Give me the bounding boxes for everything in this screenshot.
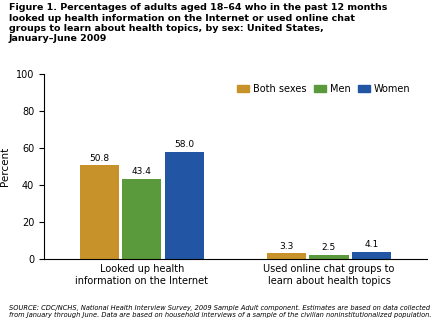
Text: 58.0: 58.0 [174, 140, 194, 149]
Bar [80, 165, 119, 259]
Bar [165, 152, 204, 259]
Text: 4.1: 4.1 [364, 240, 379, 249]
Bar [122, 179, 161, 259]
Legend: Both sexes, Men, Women: Both sexes, Men, Women [233, 80, 414, 98]
Bar [309, 255, 348, 259]
Bar [352, 252, 391, 259]
Text: 50.8: 50.8 [89, 154, 110, 163]
Bar [267, 253, 306, 259]
Text: 2.5: 2.5 [322, 243, 336, 252]
Text: 3.3: 3.3 [279, 242, 293, 251]
Text: Figure 1. Percentages of adults aged 18–64 who in the past 12 months
looked up h: Figure 1. Percentages of adults aged 18–… [9, 3, 387, 44]
Text: 43.4: 43.4 [132, 167, 152, 176]
Text: SOURCE: CDC/NCHS, National Health Interview Survey, 2009 Sample Adult component.: SOURCE: CDC/NCHS, National Health Interv… [9, 305, 431, 318]
Y-axis label: Percent: Percent [0, 147, 11, 186]
